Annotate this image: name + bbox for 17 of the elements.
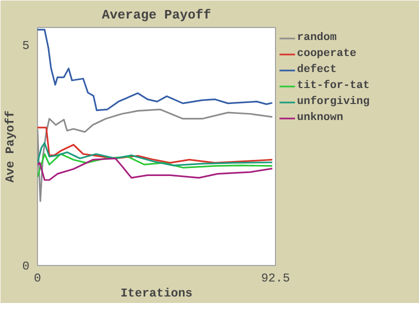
chart-title: Average Payoff [102, 8, 212, 22]
legend-label: unforgiving [297, 95, 370, 109]
line-series [38, 28, 274, 112]
legend-label: tit-for-tat [297, 79, 370, 93]
line-series [38, 153, 274, 178]
x-axis-title: Iterations [120, 286, 193, 300]
y-tick-label: 5 [22, 39, 30, 54]
line-series [38, 108, 274, 202]
legend-label: unknown [297, 111, 344, 125]
line-series [38, 126, 274, 164]
line-series [38, 142, 274, 166]
legend-label: cooperate [297, 47, 356, 61]
y-axis-title: Ave Payoff [3, 110, 18, 183]
legend-label: defect [297, 63, 337, 77]
legend-label: random [297, 31, 337, 45]
x-tick-label: 92.5 [261, 272, 290, 286]
line-series [38, 158, 274, 181]
